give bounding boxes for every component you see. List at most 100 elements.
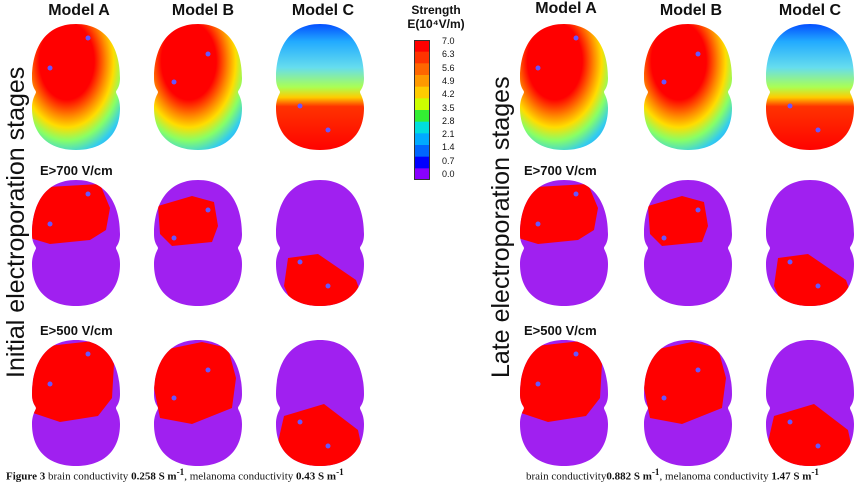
- right-model-a-title: Model A: [535, 0, 597, 17]
- electrode-marker: [661, 79, 667, 85]
- electrode-marker: [661, 235, 667, 241]
- electrode-marker: [205, 367, 211, 373]
- brain-model-a-field: [32, 24, 120, 150]
- brain-model-a-500: [32, 340, 120, 466]
- brain-model-a-700: [32, 180, 120, 306]
- electrode-marker: [171, 395, 177, 401]
- electrode-marker: [535, 221, 541, 227]
- left-caption-text1: brain conductivity: [47, 470, 129, 483]
- electrode-marker: [325, 127, 331, 133]
- left-row-label-500: E>500 V/cm: [40, 323, 113, 338]
- colorbar-swatch: [414, 145, 430, 158]
- electrode-marker: [205, 207, 211, 213]
- electrode-marker: [85, 191, 91, 197]
- electrode-marker: [205, 51, 211, 57]
- electroporated-region: [644, 342, 726, 424]
- electrode-marker: [815, 283, 821, 289]
- legend-tick-label: 7.0: [442, 36, 455, 46]
- electroporated-region: [648, 196, 708, 246]
- legend-tick-label: 1.4: [442, 142, 455, 153]
- colorbar-swatch: [414, 121, 430, 134]
- left-side-label: Initial electroporation stages: [2, 66, 30, 378]
- legend-tick-label: 6.3: [442, 49, 455, 60]
- right-caption-text2: , melanoma conductivity: [659, 470, 769, 483]
- legend-tick-label: 0.7: [442, 155, 455, 166]
- electrode-marker: [47, 221, 53, 227]
- electrode-marker: [47, 381, 53, 387]
- electrode-marker: [171, 79, 177, 85]
- colorbar-swatch: [414, 133, 430, 146]
- brain-model-c-700: [766, 180, 854, 306]
- legend-tick-label: 2.8: [442, 115, 455, 126]
- legend-tick-label: 2.1: [442, 129, 455, 140]
- colorbar-swatch: [414, 168, 430, 180]
- electroporated-region: [32, 184, 110, 244]
- electroporated-region: [32, 340, 114, 422]
- legend-tick-label: 3.5: [442, 102, 455, 113]
- brain-model-a-700: [520, 180, 608, 306]
- electrode-marker: [787, 259, 793, 265]
- electrode-marker: [297, 103, 303, 109]
- electrode-marker: [47, 65, 53, 71]
- legend-tick-label: 5.6: [442, 62, 455, 73]
- brain-model-b-700: [154, 180, 242, 306]
- colorbar-swatch: [414, 51, 430, 64]
- right-caption-text1: brain conductivity: [526, 470, 607, 483]
- legend-title-units: E(10⁴V/m): [407, 17, 465, 31]
- brain-model-a-500: [520, 340, 608, 466]
- electrode-marker: [573, 35, 579, 41]
- brain-model-b-500: [154, 340, 242, 466]
- colorbar-swatch: [414, 86, 430, 99]
- brain-model-c-field: [276, 24, 364, 150]
- left-caption-value1: 0.258 S m: [131, 470, 177, 483]
- electroporated-region: [774, 254, 854, 306]
- electrode-marker: [171, 235, 177, 241]
- electrode-marker: [573, 351, 579, 357]
- electrode-marker: [325, 443, 331, 449]
- colorbar-swatch: [414, 40, 430, 53]
- legend-tick-label: 4.9: [442, 75, 455, 86]
- left-model-a-title: Model A: [48, 2, 110, 19]
- right-model-b-title: Model B: [659, 2, 723, 19]
- colorbar-swatch: [414, 156, 430, 169]
- electroporated-region: [520, 340, 602, 422]
- electrode-marker: [325, 283, 331, 289]
- left-caption-text2: , melanoma conductivity: [184, 470, 294, 483]
- colorbar-outline: [414, 40, 430, 180]
- brain-model-c-500: [276, 340, 364, 466]
- brain-model-c-700: [276, 180, 364, 306]
- electrode-marker: [787, 419, 793, 425]
- brain-model-b-500: [644, 340, 732, 466]
- left-caption: Figure 3 brain conductivity 0.258 S m-1,…: [6, 467, 344, 483]
- right-model-c-title: Model C: [778, 2, 842, 19]
- right-caption-value1: 0.882 S m: [606, 470, 652, 483]
- electrode-marker: [297, 259, 303, 265]
- electrode-marker: [787, 103, 793, 109]
- right-caption-value2: 1.47 S m: [771, 470, 812, 483]
- colorbar-swatch: [414, 63, 430, 76]
- electrode-marker: [695, 367, 701, 373]
- left-caption-value2: 0.43 S m: [296, 470, 337, 483]
- colorbar-swatch: [414, 98, 430, 111]
- right-side-label: Late electroporation stages: [487, 76, 515, 378]
- right-caption: brain conductivity0.882 S m-1, melanoma …: [526, 467, 819, 483]
- right-row-label-500: E>500 V/cm: [524, 323, 597, 338]
- colorbar: [414, 40, 430, 180]
- figure-label: Figure 3: [6, 470, 46, 483]
- electrode-marker: [695, 207, 701, 213]
- electroporated-region: [158, 196, 218, 246]
- legend-tick-label: 4.2: [442, 89, 455, 100]
- electroporated-region: [520, 184, 598, 244]
- brain-model-c-500: [766, 340, 854, 466]
- electrode-marker: [535, 381, 541, 387]
- electrode-marker: [815, 443, 821, 449]
- colorbar-swatch: [414, 110, 430, 123]
- legend-title-strength: Strength: [411, 3, 461, 17]
- electrode-marker: [85, 351, 91, 357]
- electrode-marker: [535, 65, 541, 71]
- electrode-marker: [815, 127, 821, 133]
- left-model-c-title: Model C: [291, 2, 355, 19]
- brain-model-a-field: [520, 24, 608, 150]
- brain-model-b-700: [644, 180, 732, 306]
- electrode-marker: [573, 191, 579, 197]
